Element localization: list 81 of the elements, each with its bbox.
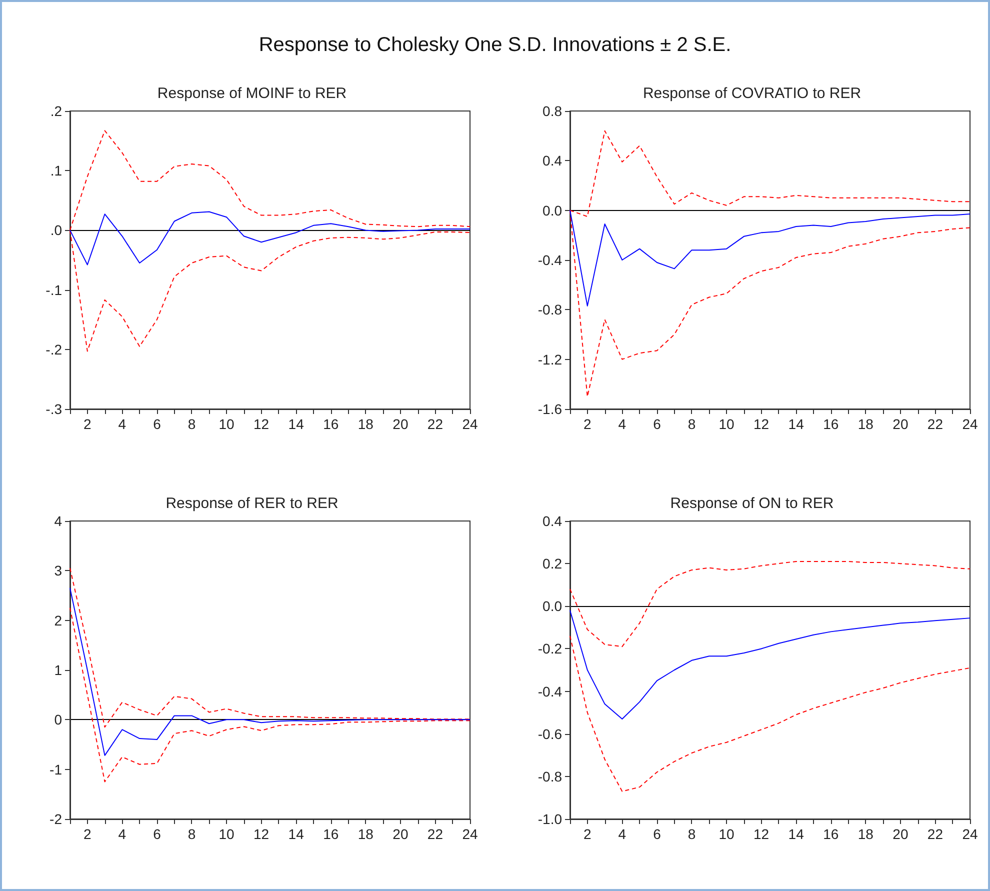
x-tick-label: 24 [462,416,478,432]
y-tick-label: -0.8 [538,768,562,784]
y-tick-label: .1 [50,162,62,179]
x-tick-label: 6 [153,416,162,432]
y-tick-label: 0 [54,712,62,728]
y-tick-label: 2 [54,612,62,628]
y-tick-label: 0.0 [542,598,562,614]
y-tick-label: -0.4 [538,252,562,268]
y-tick-label: -.2 [46,341,62,358]
x-tick-label: 10 [718,416,735,432]
x-tick-label: 24 [962,826,978,842]
x-tick-label: 12 [754,416,770,432]
x-tick-label: 4 [618,416,626,432]
x-tick-label: 18 [858,416,874,432]
text: Response to Cholesky One S.D. Innovations ± 2 S.E. [258,34,732,58]
y-tick-label: -1 [50,761,62,778]
x-tick-label: 16 [823,826,839,842]
chart-title: Response of ON to RER [670,495,834,512]
x-tick-label: 14 [788,416,804,432]
x-tick-label: 6 [653,826,662,842]
y-tick-label: -0.8 [538,302,562,318]
y-tick-label: 3 [54,562,62,579]
x-tick-label: 4 [618,826,626,842]
x-tick-label: 4 [118,416,126,432]
y-tick-label: 0.0 [542,202,562,218]
x-tick-label: 16 [823,416,839,432]
chart-title: Response of MOINF to RER [157,85,347,102]
x-tick-label: 2 [583,826,592,842]
x-tick-label: 24 [462,826,478,842]
x-tick-label: 12 [754,826,770,842]
x-tick-label: 14 [788,826,804,842]
y-tick-label: 0.2 [542,556,562,572]
x-tick-label: 18 [358,416,374,432]
chart-title: Response of COVRATIO to RER [642,85,862,102]
x-tick-label: 10 [218,416,235,432]
x-tick-label: 20 [392,416,408,432]
x-tick-label: 20 [392,826,408,842]
y-tick-label: -.3 [46,401,62,417]
y-tick-label: .0 [50,222,62,238]
x-tick-label: 16 [323,826,339,842]
y-tick-label: 0.8 [542,103,562,119]
x-tick-label: 22 [427,826,444,842]
y-tick-label: -1.0 [538,811,562,827]
x-tick-label: 2 [583,416,592,432]
x-tick-label: 2 [83,416,92,432]
y-tick-label: 4 [54,513,62,529]
x-tick-label: 6 [653,416,662,432]
y-tick-label: -0.4 [538,683,562,700]
x-tick-label: 16 [323,416,339,432]
x-tick-label: 18 [858,826,874,842]
x-tick-label: 14 [288,826,304,842]
x-tick-label: 20 [892,826,908,842]
x-tick-label: 4 [118,826,126,842]
x-tick-label: 22 [927,826,944,842]
x-tick-label: 12 [254,416,270,432]
y-tick-label: -1.6 [538,401,562,417]
x-tick-label: 20 [892,416,908,432]
x-tick-label: 8 [188,416,196,432]
y-tick-label: -2 [50,811,62,827]
y-tick-label: 1 [54,662,62,678]
x-tick-label: 8 [188,826,196,842]
chart-title: Response of RER to RER [166,495,338,512]
y-tick-label: 0.4 [542,513,562,529]
x-tick-label: 22 [427,416,444,432]
y-tick-label: -.1 [46,282,62,298]
x-tick-label: 14 [288,416,304,432]
y-tick-label: 0.4 [542,152,562,169]
x-tick-label: 6 [153,826,162,842]
x-tick-label: 8 [688,416,696,432]
y-tick-label: -0.2 [538,640,562,657]
y-tick-label: .2 [50,103,62,119]
x-tick-label: 10 [218,826,235,842]
x-tick-label: 24 [962,416,978,432]
x-tick-label: 10 [718,826,735,842]
x-tick-label: 12 [254,826,270,842]
x-tick-label: 8 [688,826,696,842]
x-tick-label: 2 [83,826,92,842]
y-tick-label: -1.2 [538,351,562,368]
x-tick-label: 22 [927,416,944,432]
y-tick-label: -0.6 [538,726,562,742]
x-tick-label: 18 [358,826,374,842]
